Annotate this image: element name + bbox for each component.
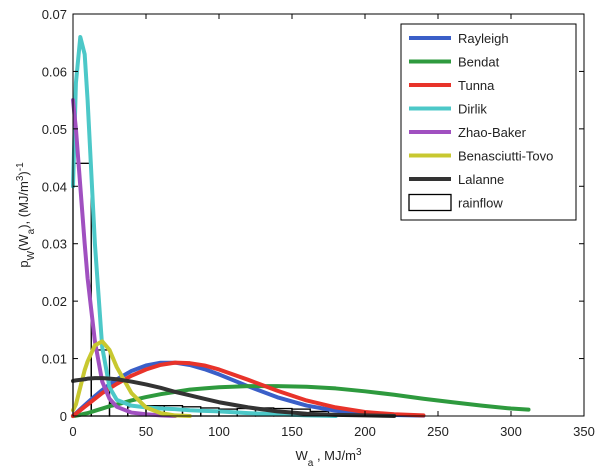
x-tick-label: 250 <box>427 424 449 439</box>
series-line <box>71 384 531 418</box>
y-tick-label: 0.04 <box>42 179 67 194</box>
label-part: ), (MJ/m <box>16 181 31 229</box>
label-part: a <box>26 228 37 234</box>
label-part: 3 <box>356 447 362 458</box>
legend-box <box>400 23 577 221</box>
legend-label: Rayleigh <box>458 31 509 46</box>
legend-label: Bendat <box>458 55 500 70</box>
legend-label: Dirlik <box>458 102 487 117</box>
label-part: -1 <box>15 162 26 171</box>
label-part: ) <box>16 171 31 175</box>
legend-swatch <box>408 193 452 212</box>
label-part: W <box>26 250 37 260</box>
label-part: , MJ/m <box>313 448 356 463</box>
y-tick-label: 0.07 <box>42 7 67 22</box>
y-tick-label: 0.02 <box>42 294 67 309</box>
x-axis-label: Wa , MJ/m3 <box>295 447 361 469</box>
series-line <box>71 360 426 418</box>
series-line <box>71 339 192 418</box>
x-tick-label: 50 <box>139 424 153 439</box>
y-tick-label: 0.03 <box>42 237 67 252</box>
label-part: a <box>308 458 314 469</box>
x-tick-label: 200 <box>354 424 376 439</box>
y-tick-label: 0 <box>60 409 67 424</box>
x-tick-label: 350 <box>573 424 595 439</box>
x-tick-label: 300 <box>500 424 522 439</box>
y-axis-label: pW(Wa), (MJ/m3)-1 <box>15 162 37 268</box>
x-tick-label: 0 <box>69 424 76 439</box>
series-line <box>71 34 338 418</box>
y-tick-label: 0.01 <box>42 352 67 367</box>
label-part: p <box>16 260 31 267</box>
legend-label: Lalanne <box>458 172 504 187</box>
y-tick-label: 0.05 <box>42 122 67 137</box>
label-part: (W <box>16 234 31 251</box>
legend-label: Benasciutti-Tovo <box>458 149 553 164</box>
y-tick-label: 0.06 <box>42 64 67 79</box>
label-part: W <box>295 448 308 463</box>
x-tick-label: 100 <box>208 424 230 439</box>
x-tick-label: 150 <box>281 424 303 439</box>
legend-label: Tunna <box>458 78 495 93</box>
axes-frame <box>72 13 585 417</box>
label-part: 3 <box>15 175 26 181</box>
legend-label: rainflow <box>458 196 503 211</box>
legend-label: Zhao-Baker <box>458 125 527 140</box>
